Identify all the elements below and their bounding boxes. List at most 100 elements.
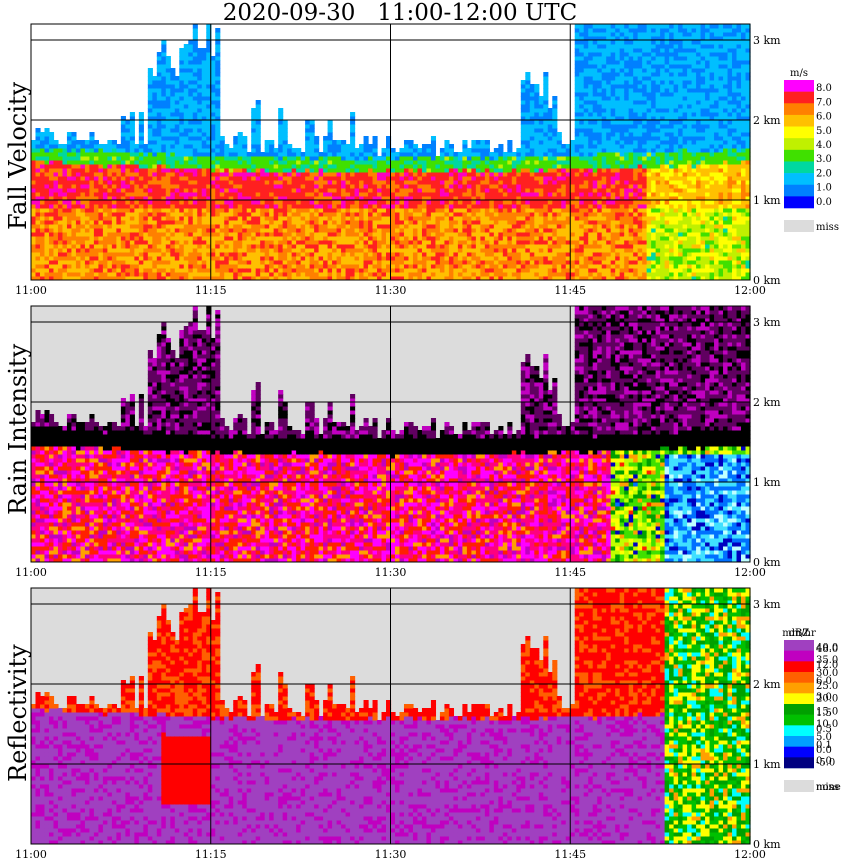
fall-velocity-cell [426, 204, 432, 209]
fall-velocity-cell [273, 156, 279, 161]
fall-velocity-cell [588, 276, 594, 281]
fall-velocity-cell [570, 184, 576, 189]
fall-velocity-cell [264, 252, 270, 257]
fall-velocity-cell [188, 52, 194, 57]
fall-velocity-cell [547, 268, 553, 273]
fall-velocity-cell [556, 272, 562, 277]
fall-velocity-cell [89, 196, 95, 201]
fall-velocity-cell [372, 188, 378, 193]
fall-velocity-cell [345, 272, 351, 277]
fall-velocity-cell [179, 104, 185, 109]
fall-velocity-cell [511, 216, 517, 221]
fall-velocity-cell [62, 248, 68, 253]
fall-velocity-cell [345, 152, 351, 157]
fall-velocity-cell [75, 176, 82, 181]
fall-velocity-cell [511, 200, 517, 205]
fall-velocity-cell [44, 176, 50, 181]
fall-velocity-cell [390, 196, 396, 201]
fall-velocity-cell [273, 176, 279, 181]
fall-velocity-cell [197, 264, 203, 269]
fall-velocity-cell [363, 252, 369, 257]
fall-velocity-cell [579, 72, 585, 77]
fall-velocity-cell [66, 220, 73, 225]
fall-velocity-cell [143, 268, 149, 273]
fall-velocity-cell [287, 196, 293, 201]
fall-velocity-cell [174, 80, 180, 85]
fall-velocity-cell [206, 40, 212, 45]
fall-velocity-cell [197, 104, 203, 109]
fall-velocity-cell [426, 156, 432, 161]
fall-velocity-cell [111, 232, 117, 237]
fall-velocity-cell [574, 264, 580, 269]
fall-velocity-cell [255, 248, 261, 253]
fall-velocity-cell [215, 196, 221, 201]
fall-velocity-cell [147, 164, 153, 169]
fall-velocity-cell [529, 112, 535, 117]
fall-velocity-cell [278, 160, 284, 165]
fall-velocity-cell [206, 72, 212, 77]
fall-velocity-cell [35, 240, 41, 245]
fall-velocity-cell [291, 152, 297, 157]
fall-velocity-cell [511, 164, 517, 169]
fall-velocity-cell [66, 276, 73, 281]
fall-velocity-cell [480, 268, 486, 273]
fall-velocity-cell [412, 176, 419, 181]
fall-velocity-cell [138, 256, 144, 261]
fall-velocity-cell [377, 228, 383, 233]
fall-velocity-cell [75, 228, 82, 233]
fall-velocity-cell [538, 160, 544, 165]
fall-velocity-cell [246, 172, 252, 177]
fall-velocity-cell [579, 212, 585, 217]
fall-velocity-cell [53, 220, 59, 225]
fall-velocity-cell [170, 92, 176, 97]
fall-velocity-cell [251, 208, 257, 213]
fall-velocity-cell [188, 84, 194, 89]
fall-velocity-cell [386, 148, 392, 153]
fall-velocity-cell [161, 140, 167, 145]
fall-velocity-cell [327, 140, 333, 145]
fall-velocity-cell [224, 152, 230, 157]
fall-velocity-cell [291, 268, 297, 273]
fall-velocity-cell [484, 180, 490, 185]
fall-velocity-cell [134, 184, 140, 189]
fall-velocity-cell [138, 148, 144, 153]
fall-velocity-cell [408, 216, 414, 221]
fall-velocity-cell [579, 132, 585, 137]
fall-velocity-cell [543, 184, 549, 189]
fall-velocity-cell [210, 252, 216, 257]
fall-velocity-cell [543, 192, 549, 197]
fall-velocity-cell [543, 264, 549, 269]
fall-velocity-cell [502, 176, 508, 181]
fall-velocity-cell [341, 152, 347, 157]
fall-velocity-cell [394, 240, 401, 245]
fall-velocity-cell [125, 224, 131, 229]
fall-velocity-cell [448, 152, 455, 157]
fall-velocity-cell [188, 152, 194, 157]
fall-velocity-cell [282, 256, 288, 261]
fall-velocity-cell [309, 172, 315, 177]
fall-velocity-cell [318, 256, 324, 261]
fall-velocity-cell [291, 148, 297, 153]
fall-velocity-cell [48, 264, 55, 269]
fall-velocity-cell [120, 160, 126, 165]
fall-velocity-cell [489, 260, 495, 265]
fall-velocity-cell [98, 256, 104, 261]
fall-velocity-cell [583, 256, 589, 261]
fall-velocity-cell [264, 240, 270, 245]
fall-velocity-cell [475, 172, 481, 177]
fall-velocity-cell [179, 96, 185, 101]
fall-velocity-cell [35, 180, 41, 185]
fall-velocity-cell [53, 252, 59, 257]
fall-velocity-cell [66, 164, 73, 169]
fall-velocity-cell [278, 216, 284, 221]
fall-velocity-cell [179, 116, 185, 121]
fall-velocity-cell [39, 196, 46, 201]
fall-velocity-cell [120, 184, 126, 189]
fall-velocity-cell [255, 112, 261, 117]
fall-velocity-cell [138, 196, 144, 201]
fall-velocity-cell [219, 188, 225, 193]
fall-velocity-cell [206, 224, 212, 229]
fall-velocity-cell [134, 212, 140, 217]
fall-velocity-cell [412, 200, 419, 205]
fall-velocity-cell [354, 248, 360, 253]
